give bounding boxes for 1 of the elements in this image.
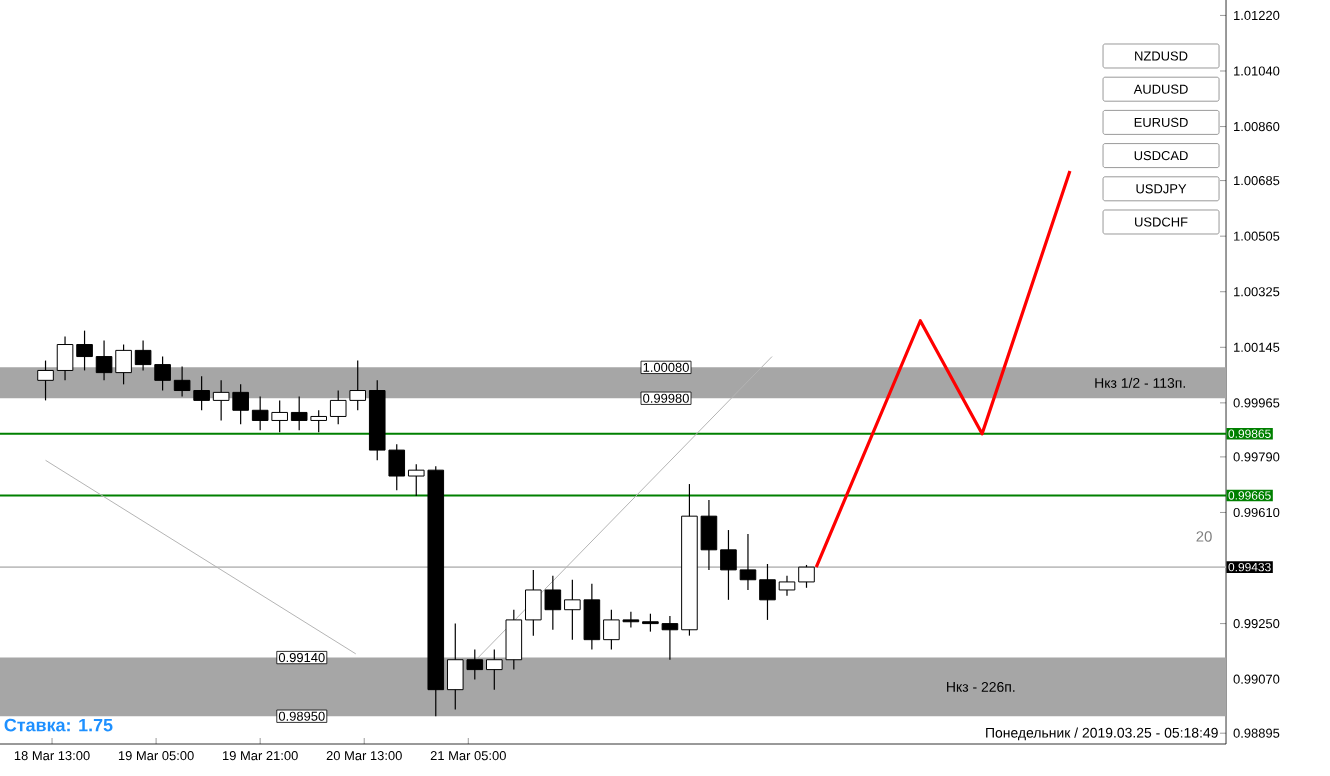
annotation: Ставка: 1.75 [4,718,113,732]
